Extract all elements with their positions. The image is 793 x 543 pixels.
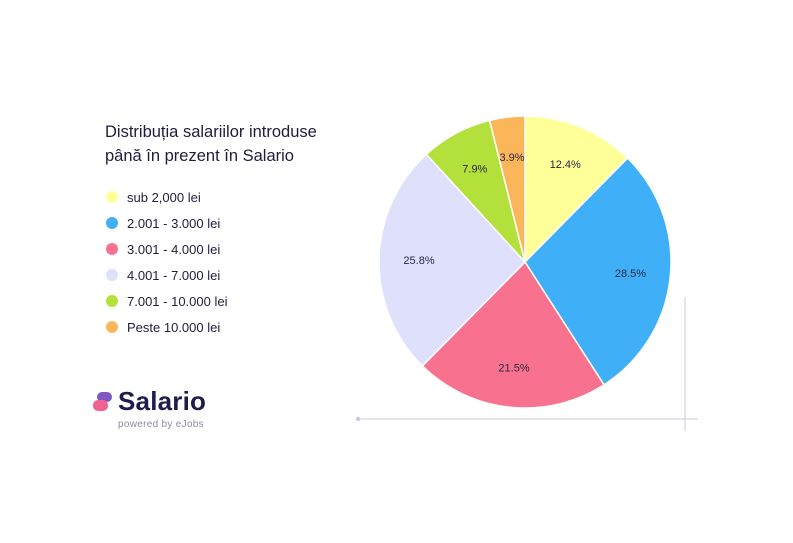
pie-slice-label: 7.9%	[462, 164, 487, 176]
salario-logo-icon	[93, 391, 112, 411]
legend-swatch	[106, 321, 118, 333]
legend-label: sub 2,000 lei	[127, 189, 201, 205]
decor-dot	[355, 416, 361, 422]
brand-tagline: powered by eJobs	[118, 419, 204, 430]
chart-title-line-1: Distribuția salariilor introduse	[105, 123, 317, 141]
chart-title: Distribuția salariilor introduse până în…	[105, 120, 375, 168]
legend-label: Peste 10.000 lei	[127, 319, 221, 335]
legend-swatch	[106, 269, 118, 281]
pie-slice	[421, 260, 606, 409]
legend-label: 3.001 - 4.000 lei	[127, 241, 221, 257]
legend-item: 2.001 - 3.000 lei	[106, 210, 227, 236]
pie-slice-label: 25.8%	[403, 255, 434, 267]
legend-swatch	[106, 191, 118, 203]
pie-slice-label: 28.5%	[615, 268, 646, 280]
brand-logo: Salario powered by eJobs	[92, 386, 206, 430]
legend-label: 4.001 - 7.000 lei	[127, 267, 221, 283]
legend-item: Peste 10.000 lei	[106, 314, 227, 340]
pie-slice-label: 12.4%	[550, 159, 581, 171]
legend-item: 3.001 - 4.000 lei	[106, 236, 227, 262]
legend-item: sub 2,000 lei	[106, 184, 227, 210]
pie-slice	[378, 153, 527, 367]
brand-name: Salario	[118, 386, 207, 416]
pie-slice-label: 21.5%	[498, 362, 529, 374]
legend-swatch	[106, 243, 118, 255]
decor-lines	[355, 297, 698, 431]
legend-item: 7.001 - 10.000 lei	[106, 288, 227, 314]
legend-swatch	[106, 295, 118, 307]
pie-slice	[524, 157, 672, 386]
pie-slice	[524, 115, 629, 264]
legend-label: 7.001 - 10.000 lei	[127, 293, 228, 309]
legend-item: 4.001 - 7.000 lei	[106, 262, 227, 288]
legend-swatch	[106, 217, 118, 229]
pie-slice-label: 3.9%	[500, 152, 525, 164]
chart-legend: sub 2,000 lei 2.001 - 3.000 lei 3.001 - …	[106, 184, 227, 340]
chart-title-line-2: până în prezent în Salario	[105, 147, 294, 165]
legend-label: 2.001 - 3.000 lei	[127, 215, 221, 231]
pie-slice	[488, 115, 526, 263]
